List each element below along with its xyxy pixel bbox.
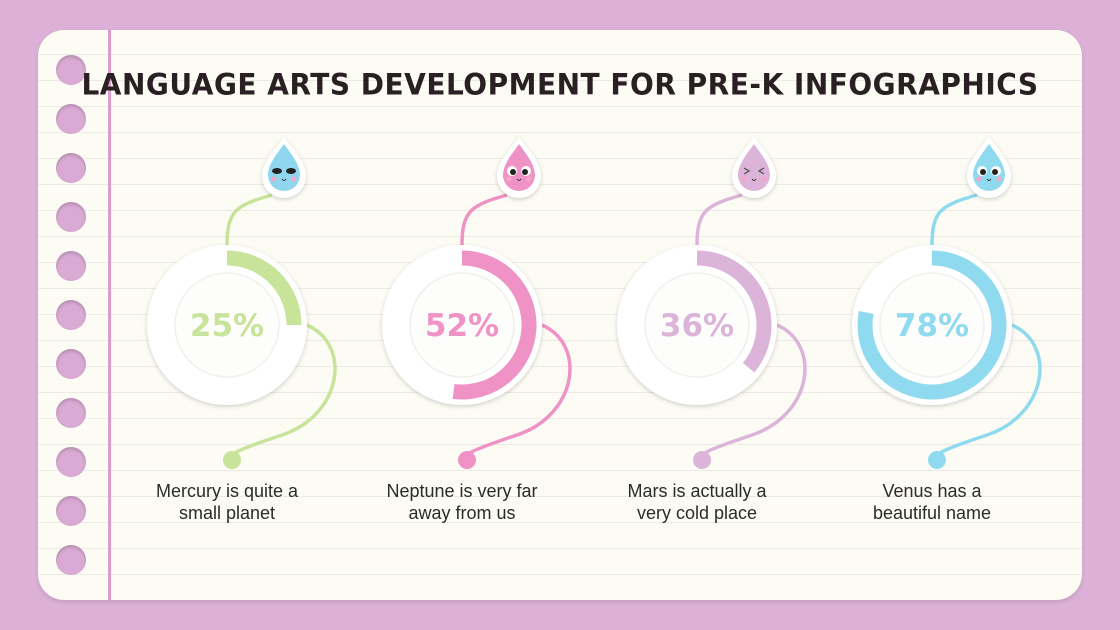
percentage-label: 52%	[425, 308, 499, 344]
progress-arc	[452, 250, 537, 400]
ring-item: 36%	[617, 137, 807, 469]
ring-item: 78%	[852, 137, 1042, 469]
binder-hole	[56, 496, 86, 526]
percentage-label: 25%	[190, 308, 264, 344]
connector-dot	[928, 451, 946, 469]
drop-character-icon	[738, 144, 770, 191]
binder-hole	[56, 153, 86, 183]
progress-arc	[857, 250, 1007, 400]
progress-arc	[696, 250, 772, 373]
binder-hole	[56, 349, 86, 379]
ring-inner	[879, 272, 985, 378]
binder-hole	[56, 447, 86, 477]
drop-character-icon	[973, 144, 1005, 191]
ring-item: 52%	[382, 137, 572, 469]
caption: Neptune is very far away from us	[352, 480, 572, 524]
caption: Venus has a beautiful name	[822, 480, 1042, 524]
ring-inner	[174, 272, 280, 378]
connector-dot	[458, 451, 476, 469]
ring-inner	[409, 272, 515, 378]
caption-line: Neptune is very far	[386, 481, 538, 501]
connector-line	[695, 193, 743, 246]
binder-hole	[56, 300, 86, 330]
connector-dot	[223, 451, 241, 469]
drop-character-icon	[268, 144, 300, 191]
percentage-label: 36%	[660, 308, 734, 344]
binder-hole	[56, 398, 86, 428]
binder-hole	[56, 202, 86, 232]
binder-hole	[56, 55, 86, 85]
connector-dot	[693, 451, 711, 469]
binder-hole	[56, 104, 86, 134]
page-title: LANGUAGE ARTS DEVELOPMENT FOR PRE-K INFO…	[81, 67, 1039, 102]
caption-line: beautiful name	[872, 503, 992, 523]
caption: Mercury is quite a small planet	[117, 480, 337, 524]
drop-character-icon	[503, 144, 535, 191]
connector-line	[460, 193, 508, 246]
ring-item: 25%	[147, 137, 337, 469]
connector-line	[930, 193, 978, 246]
progress-arc	[226, 250, 302, 326]
percentage-label: 78%	[895, 308, 969, 344]
caption-line: Venus has a	[882, 481, 982, 501]
ring-inner	[644, 272, 750, 378]
binder-hole	[56, 251, 86, 281]
margin-line	[108, 30, 111, 600]
binder-hole	[56, 545, 86, 575]
connector-line	[225, 193, 273, 246]
caption-line: away from us	[408, 503, 516, 523]
caption-line: small planet	[178, 503, 276, 523]
caption-line: Mars is actually a	[627, 481, 767, 501]
caption-line: Mercury is quite a	[155, 481, 299, 501]
caption: Mars is actually a very cold place	[587, 480, 807, 524]
caption-line: very cold place	[636, 503, 758, 523]
